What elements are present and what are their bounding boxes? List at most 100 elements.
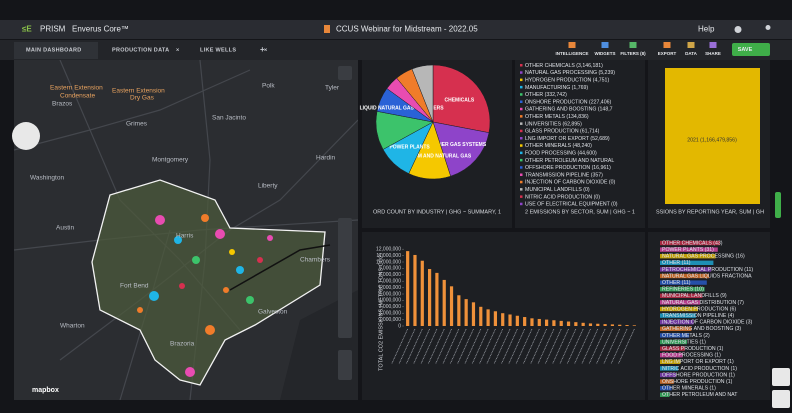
map-label: Chambers [300, 257, 331, 264]
x-label-stub [457, 328, 474, 365]
map-label: Condensate [60, 93, 95, 100]
bar [552, 320, 556, 326]
side-tab[interactable] [775, 192, 781, 218]
bar [406, 251, 410, 326]
list-bullet [520, 100, 523, 103]
y-tick-label: 0 [398, 323, 401, 329]
map-label: Austin [56, 225, 74, 232]
bar [544, 319, 549, 326]
tab[interactable]: LIKE WELLS [200, 47, 236, 53]
pie-label: PETROLEUM AND NATURAL GAS [390, 153, 471, 159]
facility-item: OFFSHORE PRODUCTION (1) [662, 372, 735, 378]
facility-item: OTHER (11) [662, 280, 691, 286]
sector-item: MUNICIPAL LANDFILLS (0) [525, 187, 590, 193]
map-label: Brazoria [170, 341, 195, 348]
active-tab [14, 42, 98, 59]
tool-icon[interactable] [663, 42, 671, 48]
list-bullet [520, 93, 523, 96]
facility-dots [137, 214, 273, 377]
phone-button[interactable] [12, 122, 40, 150]
map-tools[interactable] [338, 66, 352, 380]
x-label-stub [530, 328, 547, 365]
tool-icon[interactable] [568, 42, 576, 48]
y-axis-label: TOTAL CO2 EMISSIONS (METRIC TONS CO2) [378, 253, 384, 371]
list-highlight [660, 333, 690, 338]
bar [523, 317, 527, 326]
sector-item: UNIVERSITIES (62,895) [525, 121, 582, 127]
bar [588, 323, 593, 326]
user-icon[interactable] [765, 25, 771, 30]
x-label-stub [479, 328, 496, 365]
sector-item: INJECTION OF CARBON DIOXIDE (0) [525, 180, 615, 186]
x-label-stub [566, 328, 584, 365]
facility-item: UNIVERSITIES (1) [662, 339, 706, 345]
map-label: Harris [176, 233, 194, 240]
map-label: Galveston [258, 309, 288, 316]
tool-label[interactable]: EXPORT [658, 51, 677, 56]
y-tick-label: 10,000,000 [376, 259, 401, 265]
bar [508, 314, 512, 326]
tab[interactable]: PRODUCTION DATA [112, 47, 169, 53]
list-highlight [660, 353, 683, 358]
map-label: Grimes [126, 121, 148, 128]
tool-label[interactable]: SHARE [705, 51, 721, 56]
facility-item: OTHER CHEMICALS (43) [662, 240, 723, 246]
map-label: Fort Bend [120, 283, 149, 290]
tool-label[interactable]: FILTERS (8) [620, 51, 646, 56]
pie-label: POWER PLANTS [389, 144, 430, 150]
tool-icon[interactable] [709, 42, 717, 48]
new-tab[interactable]: + [260, 45, 265, 54]
pie-slice [411, 64, 434, 123]
pie-slice [432, 121, 490, 177]
sector-item: NITRIC ACID PRODUCTION (0) [525, 194, 600, 200]
bar [427, 269, 432, 326]
bar [493, 311, 498, 326]
facility-item: LNG IMPORT OR EXPORT (1) [662, 359, 734, 365]
feedback-dislike[interactable] [772, 390, 790, 408]
y-tick-label: 12,000,000 [376, 247, 401, 253]
facility-item: NATURAL GAS LIQUIDS FRACTIONA [662, 273, 752, 279]
save-button[interactable] [732, 43, 770, 56]
list-highlight [660, 379, 674, 384]
bar [625, 325, 629, 326]
facility-item: REFINERIES (10) [662, 287, 704, 293]
tool-label[interactable]: WIDGETS [595, 51, 616, 56]
tool-label[interactable]: INTELLIGENCE [555, 51, 588, 56]
help-menu[interactable]: Help [698, 25, 715, 34]
tab[interactable]: MAIN DASHBOARD [26, 47, 82, 53]
bar [603, 324, 607, 326]
sector-item: ONSHORE PRODUCTION (227,406) [525, 99, 611, 105]
facility-item: OTHER (11) [662, 260, 691, 266]
tool-icon[interactable] [687, 42, 695, 48]
list-highlight [660, 287, 705, 292]
product-menu[interactable]: Enverus Core™ [72, 25, 129, 34]
x-label-stub [537, 328, 555, 365]
list-highlight [660, 240, 720, 246]
bar [457, 295, 461, 326]
pie-label: LIQUID NATURAL GAS SUPPLIERS [360, 106, 445, 112]
tab-close[interactable]: × [264, 47, 268, 53]
feedback-like[interactable] [772, 368, 790, 386]
map-label: Eastern Extension [50, 85, 103, 92]
top-bar [0, 20, 792, 39]
list-highlight [660, 293, 703, 298]
x-label-stub [427, 328, 445, 365]
facility-item: PETROCHEMICAL PRODUCTION (11) [662, 267, 753, 273]
x-label-stub [559, 328, 577, 365]
bar [618, 324, 622, 326]
list-highlight [660, 254, 716, 259]
workspace-title[interactable]: CCUS Webinar for Midstream - 2022.05 [336, 25, 478, 34]
tab-close[interactable]: × [176, 47, 180, 53]
tool-label[interactable]: DATA [685, 51, 698, 56]
tool-icon[interactable] [629, 42, 637, 48]
list-bullet [520, 151, 523, 155]
tool-icon[interactable] [601, 42, 609, 48]
list-highlight [660, 366, 679, 371]
save-label[interactable]: SAVE [738, 47, 753, 53]
pie-caption: ORD COUNT BY INDUSTRY | GHG ~ SUMMARY, 1 [373, 209, 501, 215]
layers-icon[interactable] [734, 26, 742, 33]
map-label: Polk [262, 83, 275, 90]
facility-item: FOOD PROCESSING (1) [662, 353, 721, 359]
facility-item: HYDROGEN PRODUCTION (6) [662, 306, 736, 312]
